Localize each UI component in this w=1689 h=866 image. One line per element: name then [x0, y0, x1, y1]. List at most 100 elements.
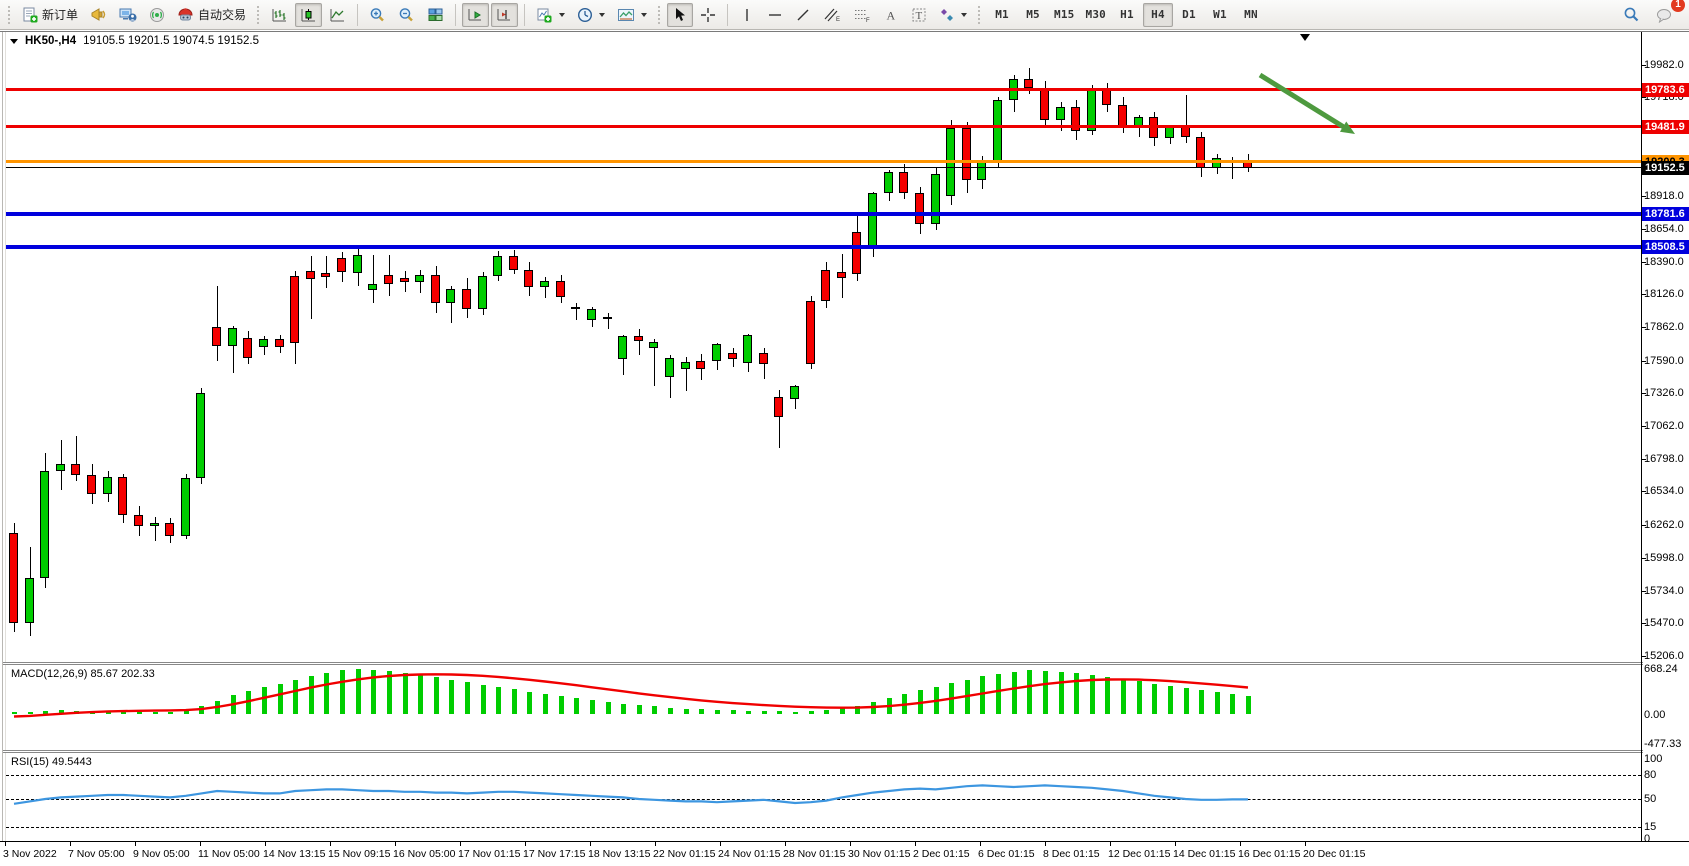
macd-histogram-bar — [558, 696, 564, 715]
new-order-button[interactable]: 新订单 — [17, 3, 83, 27]
macd-histogram-bar — [824, 710, 830, 715]
red-resistance-line[interactable] — [6, 125, 1641, 129]
macd-histogram-bar — [839, 708, 845, 715]
cursor-icon — [676, 7, 686, 21]
megaphone-button[interactable] — [85, 3, 112, 27]
timeframe-button-m5[interactable]: M5 — [1018, 3, 1048, 27]
zoom-out-button[interactable] — [393, 3, 420, 27]
macd-label: MACD(12,26,9) 85.67 202.33 — [11, 668, 155, 680]
candle-wick — [576, 302, 578, 321]
zoom-in-button[interactable] — [364, 3, 391, 27]
current-price-line[interactable] — [6, 167, 1641, 169]
timeframe-button-w1[interactable]: W1 — [1205, 3, 1235, 27]
macd-histogram-bar — [136, 712, 142, 715]
macd-histogram-bar — [1105, 676, 1111, 715]
candle-wick — [373, 254, 375, 303]
timeframe-button-d1[interactable]: D1 — [1174, 3, 1204, 27]
candle-up — [196, 393, 206, 478]
price-tick-mark — [1641, 558, 1646, 559]
new-order-label: 新订单 — [42, 8, 79, 22]
timeframe-button-h1[interactable]: H1 — [1112, 3, 1142, 27]
periods-button[interactable] — [572, 3, 610, 27]
macd-histogram-bar — [761, 711, 767, 715]
tile-windows-button[interactable] — [422, 3, 449, 27]
macd-histogram-bar — [199, 706, 205, 715]
panel-divider[interactable] — [3, 750, 1643, 753]
candle-wick — [154, 516, 156, 541]
candle-wick — [654, 338, 656, 386]
chart-shift-button[interactable] — [491, 2, 519, 27]
indicators-button[interactable] — [531, 3, 570, 27]
price-chart-panel[interactable] — [6, 45, 1641, 662]
orange-support-line[interactable] — [6, 160, 1641, 164]
templates-button[interactable] — [612, 3, 652, 27]
trendline-button[interactable] — [790, 3, 816, 27]
macd-histogram-bar — [433, 677, 439, 715]
candle-down — [805, 301, 815, 364]
rsi-label: RSI(15) 49.5443 — [11, 756, 92, 768]
time-tick-mark — [5, 842, 6, 846]
candle-down — [758, 352, 768, 364]
rsi-axis-label: 0 — [1644, 833, 1651, 845]
remote-monitor-button[interactable] — [114, 3, 142, 27]
price-tick-label: 16798.0 — [1644, 452, 1684, 465]
rsi-axis-label: 80 — [1644, 769, 1657, 781]
time-tick-label: 17 Nov 01:15 — [458, 848, 521, 860]
price-tick-mark — [1641, 361, 1646, 362]
auto-scroll-button[interactable] — [462, 2, 490, 27]
price-tick-label: 18126.0 — [1644, 288, 1684, 301]
broadcast-button[interactable] — [144, 3, 170, 27]
text-button[interactable]: A — [878, 3, 904, 27]
timeframe-button-m15[interactable]: M15 — [1049, 3, 1079, 27]
search-button[interactable] — [1618, 3, 1645, 27]
line-chart-button[interactable] — [324, 3, 351, 27]
svg-text:A: A — [887, 8, 896, 22]
shapes-button[interactable] — [934, 3, 972, 27]
candle-down — [305, 270, 315, 279]
autotrading-button[interactable]: 自动交易 — [172, 3, 251, 27]
templates-icon — [618, 8, 635, 21]
candle-up — [680, 362, 690, 369]
cursor-button[interactable] — [667, 2, 694, 27]
candle-wick — [326, 255, 328, 289]
vertical-line-button[interactable] — [734, 3, 760, 27]
macd-histogram-bar — [1121, 679, 1127, 715]
red-resistance-line[interactable] — [6, 88, 1641, 92]
trend-arrow[interactable] — [6, 45, 1641, 662]
macd-panel[interactable]: MACD(12,26,9) 85.67 202.33 — [6, 666, 1641, 751]
blue-support-line[interactable] — [6, 211, 1641, 216]
candle-down — [821, 269, 831, 301]
horizontal-line-button[interactable] — [762, 3, 788, 27]
price-tick-label: 17862.0 — [1644, 321, 1684, 333]
candlestick-chart-button[interactable] — [295, 2, 323, 27]
time-tick-mark — [70, 842, 71, 846]
timeframe-button-m1[interactable]: M1 — [987, 3, 1017, 27]
timeframe-button-mn[interactable]: MN — [1236, 3, 1266, 27]
time-axis[interactable]: 3 Nov 2022 7 Nov 05:00 9 Nov 05:00 11 Nov 0… — [0, 841, 1689, 866]
text-label-button[interactable]: T — [906, 3, 932, 27]
crosshair-button[interactable] — [695, 3, 721, 27]
bar-chart-button[interactable] — [266, 3, 293, 27]
fibonacci-button[interactable]: F — [848, 3, 876, 27]
macd-histogram-bar — [464, 682, 470, 715]
candle-up — [1055, 107, 1065, 120]
macd-signal-line — [13, 673, 1249, 718]
macd-histogram-bar — [277, 683, 283, 715]
price-line-badge: 19481.9 — [1642, 119, 1689, 134]
timeframe-button-h4[interactable]: H4 — [1142, 2, 1173, 27]
channel-button[interactable]: E — [818, 3, 846, 27]
blue-support-line[interactable] — [6, 245, 1641, 250]
time-tick-mark — [1045, 842, 1046, 846]
collapse-icon[interactable] — [10, 38, 18, 44]
panel-divider[interactable] — [3, 662, 1643, 665]
toolbar-separator — [727, 3, 729, 26]
candle-down — [914, 192, 924, 224]
chart-shift-marker[interactable] — [1300, 34, 1310, 41]
candle-up — [618, 336, 628, 359]
chevron-down-icon — [599, 12, 606, 17]
rsi-panel[interactable]: RSI(15) 49.5443 — [6, 754, 1641, 840]
notifications-button[interactable]: 1 — [1651, 0, 1685, 27]
time-tick-label: 14 Nov 13:15 — [263, 848, 326, 860]
candle-up — [477, 275, 487, 310]
timeframe-button-m30[interactable]: M30 — [1081, 3, 1111, 27]
